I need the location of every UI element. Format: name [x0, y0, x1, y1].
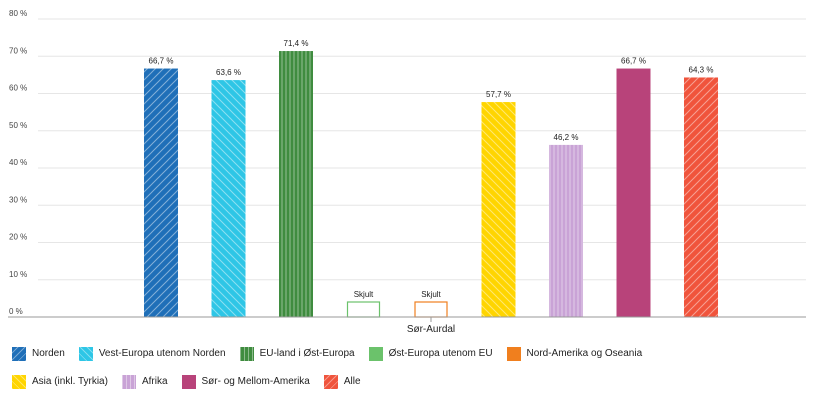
bar[interactable] — [549, 144, 583, 317]
bar[interactable] — [279, 51, 313, 317]
data-label: 66,7 % — [149, 57, 174, 66]
legend-item[interactable]: Øst-Europa utenom EU — [368, 346, 493, 362]
bar-chart: 0 % 10 % 20 % 30 % 40 % 50 % 60 % 70 % 80 % 66,7… — [8, 9, 806, 335]
legend-label: EU-land i Øst-Europa — [259, 348, 355, 359]
bar-group[interactable]: 64,3 % — [684, 65, 718, 317]
legend-item[interactable]: Sør- og Mellom-Amerika — [181, 374, 310, 390]
data-label: Skjult — [354, 290, 374, 299]
legend-swatch — [239, 347, 254, 361]
legend-label: Nord-Amerika og Oseania — [526, 348, 643, 359]
y-axis: 0 % 10 % 20 % 30 % 40 % 50 % 60 % 70 % 80 % — [9, 9, 27, 316]
legend-swatch — [181, 375, 196, 389]
y-tick-label: 80 % — [9, 9, 27, 18]
legend-label: Afrika — [141, 376, 168, 387]
x-axis: Sør-Aurdal — [8, 316, 806, 335]
legend-item[interactable]: Alle — [323, 374, 361, 390]
legend: Norden Vest-Europa utenom Norden EU-land i… — [12, 346, 802, 402]
bar[interactable] — [211, 80, 246, 317]
legend-label: Asia (inkl. Tyrkia) — [32, 376, 108, 387]
y-tick-label: 20 % — [9, 233, 27, 242]
y-tick-label: 70 % — [9, 46, 27, 55]
bar-group[interactable]: 66,7 % — [144, 57, 178, 317]
data-label: 63,6 % — [216, 68, 241, 77]
legend-swatch — [78, 347, 93, 361]
bar-group[interactable]: 46,2 % — [549, 133, 583, 317]
legend-swatch — [506, 347, 521, 361]
legend-item[interactable]: Asia (inkl. Tyrkia) — [12, 374, 108, 390]
data-label: 66,7 % — [621, 57, 646, 66]
legend-label: Vest-Europa utenom Norden — [98, 348, 226, 359]
bar-group[interactable]: Skjult — [346, 290, 381, 318]
bar[interactable] — [684, 77, 718, 317]
bar-hidden[interactable] — [346, 301, 381, 318]
data-label: 46,2 % — [554, 133, 579, 142]
legend-swatch — [121, 375, 136, 389]
bar-group[interactable]: 66,7 % — [616, 57, 651, 317]
bars: 66,7 % 63,6 % 71,4 % Skjult Skjult 57,7 % 46,2… — [144, 39, 718, 318]
category-label: Sør-Aurdal — [407, 324, 455, 335]
legend-item[interactable]: Nord-Amerika og Oseania — [506, 346, 643, 362]
legend-item[interactable]: Afrika — [121, 374, 168, 390]
bar[interactable] — [144, 68, 178, 317]
legend-swatch — [368, 347, 383, 361]
data-label: 71,4 % — [284, 39, 309, 48]
y-tick-label: 0 % — [9, 307, 23, 316]
legend-label: Norden — [32, 348, 65, 359]
data-label: 57,7 % — [486, 90, 511, 99]
y-tick-label: 10 % — [9, 270, 27, 279]
legend-item[interactable]: EU-land i Øst-Europa — [239, 346, 355, 362]
data-label: Skjult — [421, 290, 441, 299]
legend-label: Sør- og Mellom-Amerika — [201, 376, 310, 387]
bar-group[interactable]: Skjult — [414, 290, 448, 318]
legend-item[interactable]: Vest-Europa utenom Norden — [78, 346, 226, 362]
y-tick-label: 40 % — [9, 158, 27, 167]
legend-label: Øst-Europa utenom EU — [388, 348, 493, 359]
bar-group[interactable]: 71,4 % — [279, 39, 313, 317]
bar-group[interactable]: 63,6 % — [211, 68, 246, 317]
y-tick-label: 60 % — [9, 84, 27, 93]
y-tick-label: 50 % — [9, 121, 27, 130]
bar[interactable] — [481, 102, 516, 317]
y-tick-label: 30 % — [9, 195, 27, 204]
bar-hidden[interactable] — [414, 301, 448, 318]
legend-item[interactable]: Norden — [12, 346, 65, 362]
bar-group[interactable]: 57,7 % — [481, 90, 516, 317]
legend-swatch — [12, 375, 26, 389]
data-label: 64,3 % — [689, 65, 714, 74]
legend-label: Alle — [343, 376, 361, 387]
legend-swatch — [323, 375, 338, 389]
bar[interactable] — [616, 68, 651, 317]
legend-swatch — [12, 347, 26, 361]
